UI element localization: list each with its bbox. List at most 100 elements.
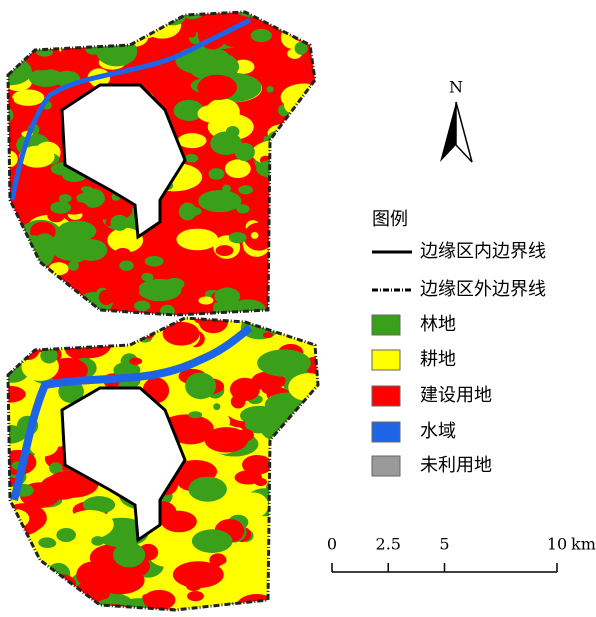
land-patch	[71, 202, 88, 213]
land-patch	[226, 126, 240, 137]
legend-swatch	[372, 350, 400, 370]
land-patch	[21, 17, 32, 27]
land-patch	[251, 29, 272, 42]
land-patch	[178, 133, 207, 148]
land-patch	[219, 603, 252, 617]
land-patch	[208, 168, 224, 180]
land-patch	[19, 25, 66, 51]
land-patch	[76, 194, 87, 203]
land-patch	[268, 256, 290, 271]
land-patch	[297, 133, 337, 160]
land-patch	[301, 193, 324, 205]
land-patch	[256, 312, 281, 327]
land-patch	[79, 324, 114, 345]
land-patch	[229, 232, 247, 243]
land-patch	[169, 1, 186, 15]
land-patch	[291, 241, 328, 269]
map-figure: N 图例 边缘区内边界线边缘区外边界线林地耕地建设用地水域未利用地02.5510…	[0, 0, 596, 617]
legend-title: 图例	[372, 209, 408, 230]
land-patch	[278, 596, 311, 617]
land-patch	[129, 358, 142, 365]
legend-label: 边缘区外边界线	[420, 279, 546, 300]
land-patch	[185, 372, 216, 399]
land-patch	[173, 561, 224, 588]
land-patch	[291, 25, 326, 43]
land-patch	[274, 50, 286, 56]
land-patch	[238, 185, 253, 194]
land-patch	[295, 427, 336, 452]
legend-label: 建设用地	[420, 385, 492, 406]
land-patch	[119, 261, 134, 271]
land-patch	[303, 476, 321, 488]
land-patch	[281, 131, 310, 158]
north-arrow: N	[440, 78, 472, 163]
land-patch	[5, 300, 32, 325]
land-patch	[267, 206, 299, 229]
land-patch	[141, 273, 153, 282]
land-patch	[270, 159, 312, 185]
land-patch	[286, 252, 295, 260]
land-patch	[278, 460, 288, 467]
land-patch	[50, 201, 71, 213]
land-patch	[198, 296, 213, 304]
land-patch	[291, 467, 299, 473]
land-patch	[43, 3, 73, 30]
scale-label: 5	[439, 535, 449, 554]
legend-label: 林地	[420, 314, 456, 335]
land-patch	[16, 613, 27, 617]
land-patch	[274, 134, 289, 142]
land-patch	[54, 547, 73, 559]
land-patch	[257, 349, 311, 376]
land-patch	[288, 236, 309, 252]
land-patch	[68, 261, 79, 271]
land-patch	[197, 75, 237, 100]
land-patch	[216, 245, 234, 256]
land-patch	[299, 0, 319, 10]
scale-label: 0	[327, 535, 337, 554]
land-patch	[305, 0, 321, 6]
land-patch	[302, 225, 331, 253]
land-patch	[96, 37, 137, 67]
land-patch	[257, 272, 288, 297]
land-patch	[262, 53, 273, 63]
land-patch	[188, 477, 227, 502]
land-patch	[24, 40, 36, 46]
land-patch	[263, 332, 273, 338]
legend-swatch	[372, 315, 400, 335]
land-patch	[163, 322, 200, 346]
land-patch	[185, 154, 198, 163]
land-patch	[162, 67, 172, 75]
land-patch	[271, 495, 317, 525]
legend-swatch	[372, 422, 400, 442]
land-patch	[246, 313, 259, 322]
land-patch	[29, 435, 58, 457]
land-patch	[12, 89, 44, 105]
land-patch	[189, 411, 203, 418]
land-patch	[16, 7, 42, 23]
land-patch	[204, 427, 248, 452]
land-patch	[46, 594, 73, 612]
land-patch	[95, 567, 145, 594]
land-patch	[255, 478, 267, 486]
land-patch	[40, 474, 83, 499]
land-patch	[192, 529, 233, 553]
land-patch	[7, 539, 24, 552]
land-patch	[243, 351, 254, 361]
land-patch	[100, 320, 111, 328]
land-patch	[288, 283, 332, 310]
land-patch	[293, 249, 312, 265]
land-patch	[1, 236, 29, 254]
land-patch	[151, 612, 176, 617]
land-patch	[275, 145, 291, 157]
land-patch	[22, 598, 37, 610]
land-patch	[42, 588, 53, 597]
land-patch	[274, 208, 295, 223]
land-patch	[280, 515, 310, 545]
land-patch	[97, 22, 121, 44]
land-patch	[292, 307, 338, 336]
land-patch	[11, 5, 42, 32]
land-patch	[56, 528, 76, 542]
land-patch	[0, 531, 20, 560]
land-patch	[218, 0, 234, 10]
land-patch	[185, 610, 204, 617]
